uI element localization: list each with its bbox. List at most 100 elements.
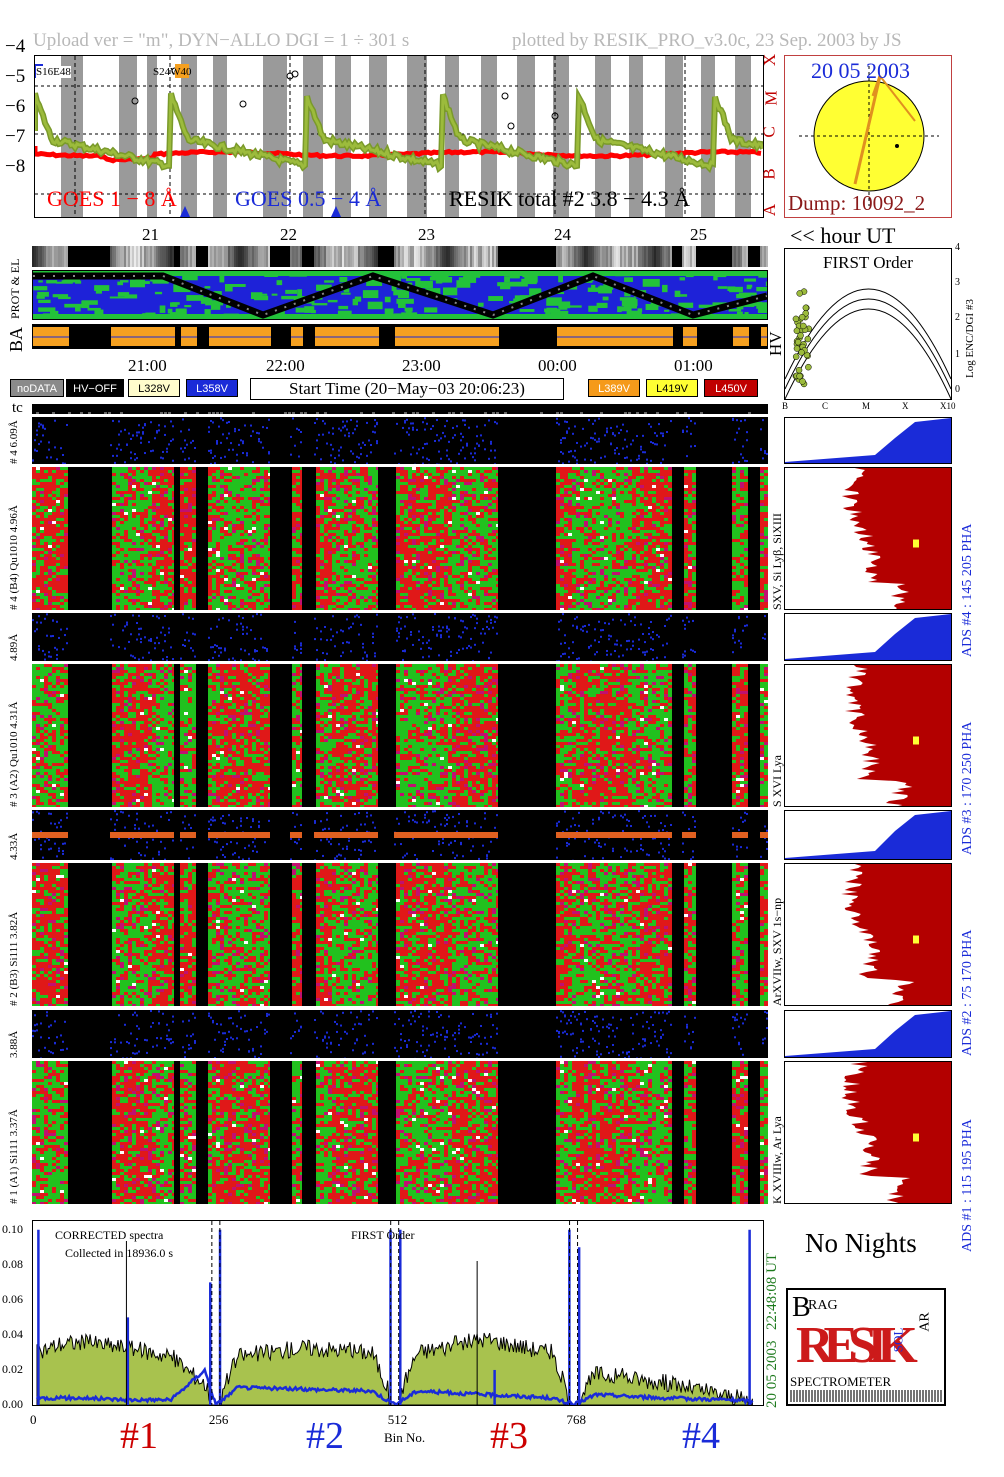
satellite-axis-line xyxy=(853,75,882,185)
pha-strip-2 xyxy=(32,810,768,860)
goes-class-letter: B xyxy=(760,168,780,179)
spectrum-ytick: 0.04 xyxy=(2,1327,23,1342)
tc-label: tc xyxy=(12,400,23,417)
ads-label-3: ADS #3 : 170 250 PHA xyxy=(960,722,976,855)
goes-ytick: −5 xyxy=(5,66,25,88)
logo-spectrometer: SPECTROMETER xyxy=(790,1374,892,1390)
start-time-box: Start Time (20−May−03 20:06:23) xyxy=(250,378,564,400)
goes-lightcurve-svg xyxy=(35,56,763,217)
legend-nodata: noDATA xyxy=(10,379,64,397)
line-label-1: K XVIIIw, Ar Lya xyxy=(770,1116,785,1204)
legend-goes-05-4: GOES 0.5 − 4 Å xyxy=(235,186,381,212)
legend-l389: L389V xyxy=(588,379,640,397)
ads-histogram-1 xyxy=(784,1061,952,1204)
ba-status-strip xyxy=(33,325,767,348)
resik-logo: B RAG RESIK SOL AR SPECTROMETER xyxy=(786,1288,946,1406)
spectrum-ytick: 0.06 xyxy=(2,1292,23,1307)
first-order-ytick: 4 xyxy=(955,242,960,253)
spectrum-xtick: 256 xyxy=(209,1412,229,1428)
spectrum-plot xyxy=(35,1221,754,1405)
legend-goes-1-8: GOES 1 − 8 Å xyxy=(47,186,177,212)
pha-histogram-2 xyxy=(784,810,952,860)
logo-b: B xyxy=(792,1292,811,1324)
sun-disk-svg xyxy=(799,66,939,206)
first-order-panel: FIRST Order xyxy=(784,248,952,400)
ads-histogram-3 xyxy=(784,664,952,807)
spectrum-first-order: FIRST Order xyxy=(351,1228,414,1243)
spectrum-xtick: 512 xyxy=(388,1412,408,1428)
legend-l450: L450V xyxy=(704,379,758,397)
no-nights-label: No Nights xyxy=(805,1228,917,1259)
hour-ut-label: << hour UT xyxy=(790,223,895,249)
legend-hv-off: HV−OFF xyxy=(66,379,124,397)
first-order-ytick: 0 xyxy=(955,384,960,395)
logo-resik: RESIK xyxy=(796,1316,918,1375)
first-order-ytick: 3 xyxy=(955,277,960,288)
spectrum-channel-label: #2 xyxy=(306,1414,344,1458)
first-order-title: FIRST Order xyxy=(823,253,913,273)
legend-l358: L358V xyxy=(186,379,238,397)
sun-date: 20 05 2003 xyxy=(811,58,910,84)
logo-rag: RAG xyxy=(808,1298,838,1314)
upload-header: Upload ver = "m", DYN−ALLO DGI = 1 ÷ 301… xyxy=(33,30,409,52)
goes-ytick: −8 xyxy=(5,156,25,178)
first-order-xtick: M xyxy=(862,401,870,411)
first-order-ylabel: Log ENC/DGI #3 xyxy=(964,299,976,378)
pha-histogram-4 xyxy=(784,417,952,464)
spectrum-ytick: 0.10 xyxy=(2,1222,23,1237)
first-order-xtick: X10 xyxy=(940,401,956,411)
line-label-3: S XVI Lya xyxy=(770,755,785,807)
time-tick: 00:00 xyxy=(538,356,577,376)
goes-lightcurve-panel: S16E48 S24W40 GOES 1 − 8 Å GOES 0.5 − 4 … xyxy=(34,55,764,218)
channel-label-4: # 4 (B4) Qu1010 4.96Å xyxy=(8,505,20,610)
spectrum-side-date: 20 05 2003 xyxy=(764,1341,781,1409)
spectrum-channel-label: #4 xyxy=(682,1414,720,1458)
line-label-4: SXV, Si Lyβ, SiXIII xyxy=(770,513,785,610)
day-tick: 25 xyxy=(690,225,707,245)
spectrum-ytick: 0.08 xyxy=(2,1257,23,1272)
day-tick: 24 xyxy=(554,225,571,245)
goes-ytick: −7 xyxy=(5,126,25,148)
pha-label-4: # 4 6.09Å xyxy=(8,420,20,464)
prot-el-label: PROT & EL xyxy=(8,259,23,319)
spectrum-ytick: 0.02 xyxy=(2,1362,23,1377)
logo-ar: AR xyxy=(918,1312,934,1331)
first-order-ytick: 1 xyxy=(955,349,960,360)
detector-image-4 xyxy=(32,467,768,610)
prot-el-plot xyxy=(33,271,767,319)
first-order-xtick: X xyxy=(902,401,909,411)
pha-label-1: 3.88Å xyxy=(8,1031,20,1058)
spectrum-panel: CORRECTED spectra Collected in 18936.0 s… xyxy=(32,1220,764,1406)
hv-label: HV xyxy=(766,331,786,356)
first-order-ytick: 2 xyxy=(955,312,960,323)
day-tick: 23 xyxy=(418,225,435,245)
channel-label-2: # 2 (B3) Si111 3.82Å xyxy=(8,912,20,1006)
spectrum-line-series xyxy=(35,1366,754,1405)
spectrum-collected: Collected in 18936.0 s xyxy=(65,1246,173,1261)
ads-label-4: ADS #4 : 145 205 PHA xyxy=(960,524,976,657)
goes-ytick: −4 xyxy=(5,36,25,58)
logo-sol: SOL xyxy=(890,1328,906,1353)
first-order-svg xyxy=(785,288,951,399)
first-order-xtick: B xyxy=(782,401,788,411)
legend-l328: L328V xyxy=(128,379,180,397)
time-tick: 21:00 xyxy=(128,356,167,376)
ads-label-1: ADS #1 : 115 195 PHA xyxy=(960,1119,976,1252)
day-tick: 22 xyxy=(280,225,297,245)
pha-strip-1 xyxy=(32,1010,768,1058)
detector-image-1 xyxy=(32,1061,768,1204)
spectrum-channel-label: #1 xyxy=(120,1414,158,1458)
pha-strip-4 xyxy=(32,417,768,464)
prot-el-panel xyxy=(32,270,768,320)
ads-label-2: ADS #2 : 75 170 PHA xyxy=(960,930,976,1056)
goes-class-letter: M xyxy=(762,90,782,105)
goes-ytick: −6 xyxy=(5,96,25,118)
detector-image-3 xyxy=(32,664,768,807)
logo-fineprint xyxy=(790,1390,942,1402)
ads-histogram-4 xyxy=(784,467,952,610)
spectrum-title: CORRECTED spectra xyxy=(55,1228,163,1243)
spectrum-xtick: 0 xyxy=(30,1412,37,1428)
flare-label-2: S24W40 xyxy=(153,66,192,78)
pha-label-2: 4.33Å xyxy=(8,833,20,860)
goes-class-letter: A xyxy=(760,204,780,216)
